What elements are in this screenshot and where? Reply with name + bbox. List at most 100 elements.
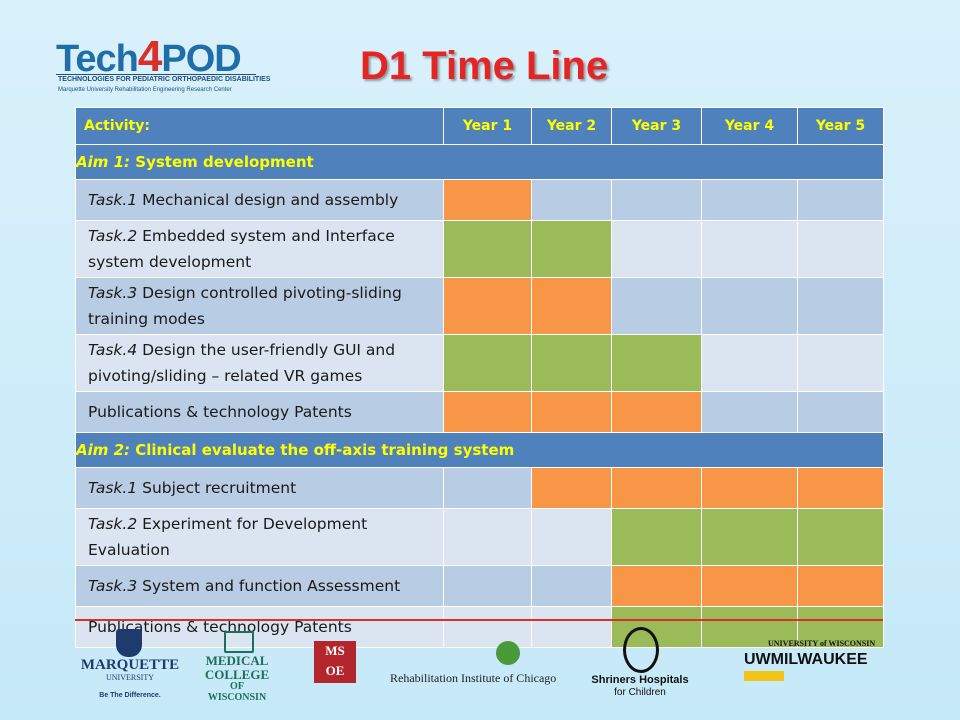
task-number: Task.2 [88,515,138,533]
marquette-sub: UNIVERSITY [106,673,154,682]
year-2-cell [531,606,612,648]
year-4-cell [701,220,798,278]
year-4-cell [701,179,798,221]
marquette-tagline: Be The Difference. [99,692,161,699]
header-year-4: Year 4 [701,107,798,145]
task-description: System and function Assessment [137,577,401,595]
bottom-divider [75,619,883,621]
tech4pod-affiliation: Marquette University Rehabilitation Engi… [58,87,232,93]
year-5-cell [797,220,884,278]
mcw-line2: COLLEGE [204,667,270,682]
task-number: Task.3 [88,577,138,595]
year-1-cell [443,220,532,278]
tech4pod-wordmark: Tech4POD [56,32,242,82]
aim-row-1: Aim 1: System development [75,144,884,180]
header-year-3: Year 3 [611,107,702,145]
mcw-line3: OF WISCONSIN [207,681,267,703]
year-1-cell [443,565,532,607]
msoe-line2: OE [325,663,345,678]
year-5-cell [797,606,884,648]
year-2-cell [531,179,612,221]
ric-logo: Rehabilitation Institute of Chicago [390,641,560,691]
year-1-cell [443,179,532,221]
year-3-cell [611,391,702,433]
tech4pod-four: 4 [137,32,163,81]
task-description: Embedded system and Interface system dev… [88,227,395,271]
aim-number: Aim 1: [76,153,131,171]
year-5-cell [797,277,884,335]
year-3-cell [611,508,702,566]
task-description: Design controlled pivoting-sliding train… [88,284,402,328]
aim-number: Aim 2: [76,441,131,459]
marquette-logo: MARQUETTE UNIVERSITY Be The Difference. [80,625,180,715]
aim-title: System development [130,153,314,171]
shriners-line1: Shriners Hospitals [591,674,689,686]
task-row: Task.1 Subject recruitment [75,467,884,509]
task-number: Task.3 [88,284,138,302]
msoe-line1: MS [325,643,345,658]
tech4pod-subtitle: TECHNOLOGIES FOR PEDIATRIC ORTHOPAEDIC D… [58,76,271,83]
year-2-cell [531,391,612,433]
year-2-cell [531,508,612,566]
year-5-cell [797,508,884,566]
year-2-cell [531,220,612,278]
year-4-cell [701,277,798,335]
tech4pod-logo: Tech4POD TECHNOLOGIES FOR PEDIATRIC ORTH… [56,30,270,96]
shriners-logo: Shriners Hospitals for Children [585,627,695,707]
task-row: Task.1 Mechanical design and assembly [75,179,884,221]
year-4-cell [701,391,798,433]
year-3-cell [611,334,702,392]
aim-label: Aim 2: Clinical evaluate the off-axis tr… [75,432,884,468]
year-2-cell [531,565,612,607]
footer-logos: MARQUETTE UNIVERSITY Be The Difference. … [80,625,890,715]
task-description: Publications & technology Patents [88,618,352,636]
aim-title: Clinical evaluate the off-axis training … [130,441,515,459]
task-label: Task.4 Design the user-friendly GUI and … [75,334,444,392]
task-label: Task.2 Experiment for Development Evalua… [75,508,444,566]
year-4-cell [701,565,798,607]
task-number: Task.2 [88,227,138,245]
marquette-shield-icon [116,629,142,657]
year-3-cell [611,179,702,221]
task-row: Task.2 Embedded system and Interface sys… [75,220,884,278]
uwm-accent-bar [744,671,784,681]
year-1-cell [443,334,532,392]
year-5-cell [797,467,884,509]
header-year-2: Year 2 [531,107,612,145]
task-description: Mechanical design and assembly [137,191,399,209]
tech4pod-tech: Tech [56,38,139,80]
task-number: Task.1 [88,191,138,209]
aim-label: Aim 1: System development [75,144,884,180]
year-3-cell [611,565,702,607]
year-1-cell [443,508,532,566]
ric-name: Rehabilitation Institute of Chicago [390,671,557,685]
uwm-line2: UWMILWAUKEE [744,651,868,668]
timeline-table: Activity: Year 1 Year 2 Year 3 Year 4 Ye… [75,107,884,648]
year-1-cell [443,606,532,648]
year-4-cell [701,467,798,509]
task-number: Task.4 [88,341,138,359]
year-1-cell [443,277,532,335]
mcw-logo: MEDICAL COLLEGE OF WISCONSIN [202,631,272,703]
timeline-body: Aim 1: System development Task.1 Mechanic… [75,144,884,648]
uwm-logo: UNIVERSITY of WISCONSIN UWMILWAUKEE [744,639,876,689]
mcw-line1: MEDICAL [205,653,269,668]
year-1-cell [443,391,532,433]
uwm-line1: UNIVERSITY of WISCONSIN [768,639,876,648]
task-row: Task.3 Design controlled pivoting-slidin… [75,277,884,335]
ric-tree-icon [496,641,520,665]
year-4-cell [701,334,798,392]
task-label: Task.2 Embedded system and Interface sys… [75,220,444,278]
slide-title: D1 Time Line [360,44,609,88]
aim-row-2: Aim 2: Clinical evaluate the off-axis tr… [75,432,884,468]
header-row: Activity: Year 1 Year 2 Year 3 Year 4 Ye… [75,107,884,145]
year-5-cell [797,334,884,392]
tech4pod-pod: POD [161,38,241,80]
year-3-cell [611,277,702,335]
msoe-logo: MS OE [314,641,356,683]
shriners-emblem-icon [623,627,659,673]
year-3-cell [611,467,702,509]
header-year-5: Year 5 [797,107,884,145]
year-5-cell [797,565,884,607]
task-number: Task.1 [88,479,138,497]
